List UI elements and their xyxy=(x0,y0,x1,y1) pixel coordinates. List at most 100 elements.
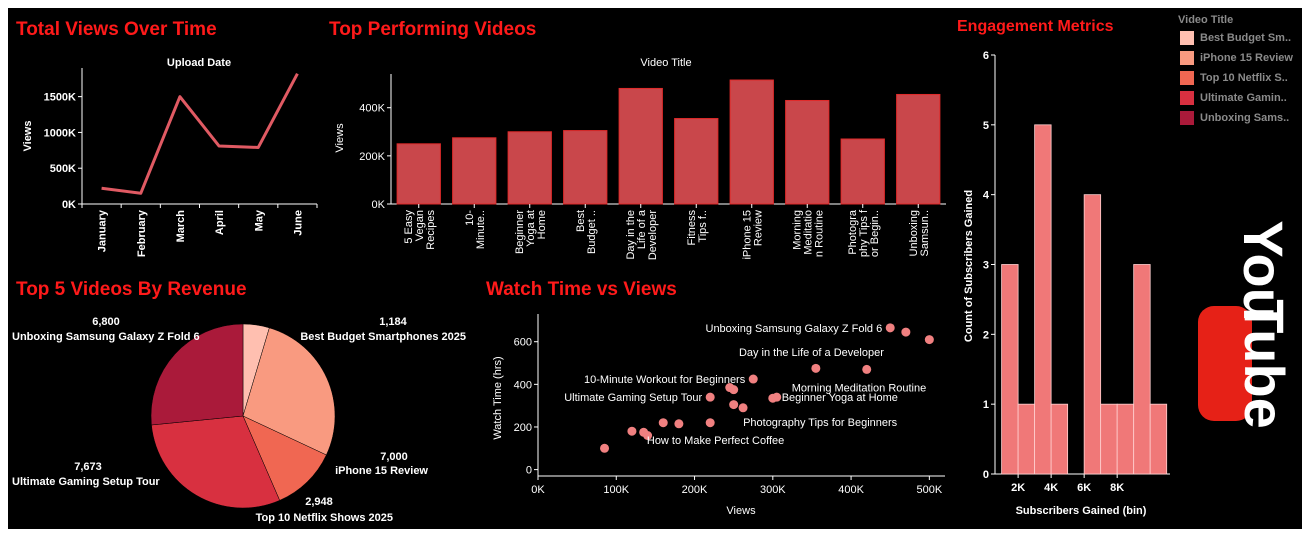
pie-slice-label: Unboxing Samsung Galaxy Z Fold 6 xyxy=(12,331,200,343)
scatter-y-tick-label: 0 xyxy=(526,465,532,477)
line-x-tick-label: March xyxy=(175,210,187,243)
scatter-point xyxy=(627,426,637,436)
line-y-tick-label: 500K xyxy=(50,163,76,175)
scatter-x-tick-label: 300K xyxy=(760,484,786,496)
bar-y-tick-label: 400K xyxy=(359,103,385,115)
hist-y-tick-label: 3 xyxy=(983,260,989,272)
scatter-point xyxy=(658,418,668,428)
scatter-point xyxy=(600,443,610,453)
pie-slice-label: Top 10 Netflix Shows 2025 xyxy=(256,512,393,524)
scatter-point xyxy=(705,392,715,402)
scatter-annotation: 10-Minute Workout for Beginners xyxy=(584,374,746,386)
hist-bar xyxy=(1034,124,1052,475)
scatter-point xyxy=(729,400,739,410)
legend-swatch xyxy=(1180,111,1194,125)
views-over-time-chart: Upload Date 0K 500K 1000K 1500K Views January F… xyxy=(22,57,318,257)
logo-text-top: You xyxy=(1232,220,1295,322)
legend-item[interactable]: Top 10 Netflix S.. xyxy=(1180,71,1288,85)
top-videos-chart: Video Title 0K 200K 400K Views 5 EasyVeganRec… xyxy=(334,57,946,260)
scatter-x-tick-label: 100K xyxy=(603,484,629,496)
legend-item[interactable]: Ultimate Gamin.. xyxy=(1180,91,1287,105)
bar-x-tick-label-line: Life of a xyxy=(636,209,648,249)
views-over-time-title: Total Views Over Time xyxy=(16,19,217,40)
bar-x-tick-label-line: Best xyxy=(575,210,587,232)
scatter-point xyxy=(772,392,782,402)
legend-swatch xyxy=(1180,71,1194,85)
bar-x-tick-label-line: Recipes xyxy=(425,210,437,250)
scatter-x-tick-label: 200K xyxy=(682,484,708,496)
bar-x-tick-label: Day in theLife of aDeveloper xyxy=(625,209,659,260)
hist-bar xyxy=(1050,403,1069,475)
scatter-point xyxy=(885,323,895,333)
legend-item[interactable]: Unboxing Sams.. xyxy=(1180,111,1289,125)
watch-time-title: Watch Time vs Views xyxy=(486,279,677,300)
bar-x-tick-label-line: Developer xyxy=(647,210,659,260)
bar xyxy=(452,137,497,205)
bar-x-tick-label-line: phy Tips f xyxy=(858,209,870,257)
line-x-tick-label: February xyxy=(136,209,148,257)
bar-x-tick-label-line: iPhone 15 xyxy=(741,210,753,260)
legend-swatch xyxy=(1180,51,1194,65)
scatter-point xyxy=(862,364,872,374)
top-videos-title: Top Performing Videos xyxy=(329,19,537,40)
bar-x-tick-label: iPhone 15Review xyxy=(741,210,764,260)
bar-y-axis-label: Views xyxy=(334,123,346,153)
hist-y-tick-label: 0 xyxy=(983,469,989,481)
bar-x-tick-label-line: Morning xyxy=(791,210,803,250)
bar-x-tick-label-line: 5 Easy xyxy=(403,210,415,244)
line-chart-subtitle: Upload Date xyxy=(167,57,231,69)
hist-bar xyxy=(1116,403,1135,475)
scatter-annotation: How to Make Perfect Coffee xyxy=(647,435,784,447)
hist-y-tick-label: 2 xyxy=(983,329,989,341)
scatter-point xyxy=(705,418,715,428)
pie-slice xyxy=(151,415,280,509)
bar-x-tick-label-line: Photogra xyxy=(847,209,859,255)
bar xyxy=(507,131,552,205)
bar-x-tick-label-line: Minute.. xyxy=(475,210,487,249)
scatter-point xyxy=(643,431,653,440)
scatter-x-axis-label: Views xyxy=(726,505,756,517)
bar xyxy=(840,138,885,205)
bar-chart-subtitle: Video Title xyxy=(640,57,691,69)
hist-x-tick-label: 8K xyxy=(1110,482,1124,494)
scatter-y-axis-label: Watch Time (hrs) xyxy=(492,356,504,439)
bar-x-tick-label-line: Unboxing xyxy=(908,210,920,256)
hist-x-tick-label: 4K xyxy=(1044,482,1058,494)
bar-x-tick-label-line: Vegan xyxy=(414,210,426,241)
scatter-point xyxy=(674,419,684,429)
scatter-y-tick-label: 400 xyxy=(514,379,532,391)
hist-y-tick-label: 5 xyxy=(983,120,989,132)
watch-time-scatter-chart: 0 200 400 600 0K 100K 200K 300K 400K 500K Views Wat… xyxy=(492,314,945,517)
line-y-tick-label: 1500K xyxy=(44,92,76,104)
scatter-x-tick-label: 500K xyxy=(916,484,942,496)
bar-x-tick-label: FitnessTips f.. xyxy=(686,210,709,246)
legend-label: iPhone 15 Review xyxy=(1200,52,1293,64)
hist-bar xyxy=(1017,403,1036,475)
logo-text-bottom: Tube xyxy=(1233,299,1296,429)
hist-y-tick-label: 1 xyxy=(983,399,989,411)
dashboard-canvas: Total Views Over Time Top Performing Vid… xyxy=(8,8,1302,529)
scatter-x-tick-label: 0K xyxy=(531,484,545,496)
bar-x-tick-label-line: Day in the xyxy=(625,210,637,260)
legend-item[interactable]: iPhone 15 Review xyxy=(1180,51,1293,65)
scatter-annotation: Photography Tips for Beginners xyxy=(743,417,898,429)
bar-x-tick-label: 5 EasyVeganRecipes xyxy=(403,210,437,250)
scatter-x-tick-label: 400K xyxy=(838,484,864,496)
legend-label: Unboxing Sams.. xyxy=(1200,112,1290,124)
pie-slice-value-label: 2,948 xyxy=(305,496,333,508)
bar-x-tick-label-line: Tips f.. xyxy=(697,210,709,243)
bar-x-tick-label-line: Meditatio xyxy=(802,210,814,255)
pie-slice-label: iPhone 15 Review xyxy=(335,465,428,477)
pie-slice-label: Best Budget Smartphones 2025 xyxy=(300,331,466,343)
revenue-title: Top 5 Videos By Revenue xyxy=(16,279,247,300)
bar-x-tick-label-line: Yoga at xyxy=(525,210,537,247)
bar-x-tick-label-line: Fitness xyxy=(686,210,698,246)
scatter-point xyxy=(729,385,739,395)
legend-item[interactable]: Best Budget Sm.. xyxy=(1180,31,1291,45)
pie-slice-label: Ultimate Gaming Setup Tour xyxy=(12,476,160,488)
engagement-title: Engagement Metrics xyxy=(957,18,1114,35)
scatter-y-tick-label: 600 xyxy=(514,337,532,349)
bar-x-tick-label-line: Samsun.. xyxy=(919,210,931,256)
